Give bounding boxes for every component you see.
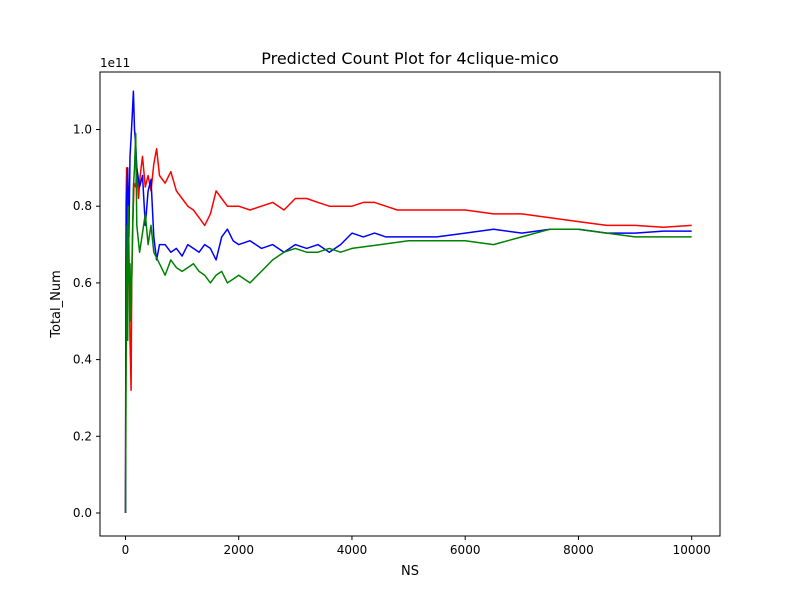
- y-tick-label: 0.0: [73, 506, 92, 520]
- y-tick-label: 1.0: [73, 123, 92, 137]
- y-axis-ticks: 0.0 0.2 0.4 0.6 0.8 1.0: [73, 123, 100, 520]
- plot-area: 0 2000 4000 6000 8000 10000 0.0 0.2 0.4 0.6 0.8 1.…: [73, 71, 721, 557]
- axes-frame: [99, 71, 721, 537]
- x-tick-label: 4000: [337, 543, 368, 557]
- y-tick-label: 0.6: [73, 276, 92, 290]
- y-tick-label: 0.2: [73, 429, 92, 443]
- series-layer: [124, 90, 692, 514]
- x-tick-label: 0: [122, 543, 130, 557]
- chart-title: Predicted Count Plot for 4clique-mico: [261, 49, 559, 68]
- x-axis-ticks: 0 2000 4000 6000 8000 10000: [122, 536, 711, 557]
- y-tick-label: 0.4: [73, 353, 92, 367]
- y-axis-label: Total_Num: [49, 270, 64, 339]
- x-axis-label: NS: [401, 564, 419, 579]
- x-tick-label: 10000: [673, 543, 711, 557]
- x-tick-label: 6000: [450, 543, 481, 557]
- x-tick-label: 2000: [223, 543, 254, 557]
- x-tick-label: 8000: [563, 543, 594, 557]
- series-line-3: [124, 132, 692, 514]
- y-axis-multiplier: 1e11: [100, 56, 130, 70]
- y-tick-label: 0.8: [73, 199, 92, 213]
